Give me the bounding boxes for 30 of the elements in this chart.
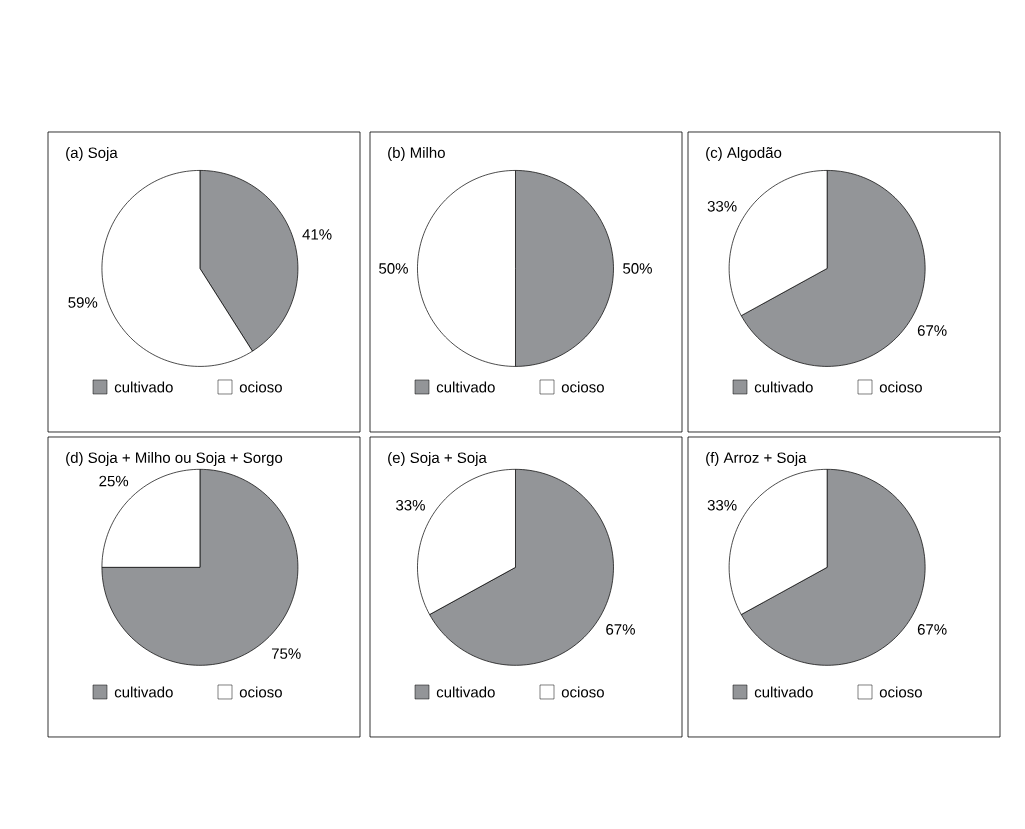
data-label: 25% — [99, 475, 129, 487]
chart-title: (a) Soja — [66, 147, 118, 161]
chart-title: (d) Soja + Milho ou Soja + Sorgo — [66, 451, 283, 466]
legend-label: ocioso — [561, 686, 604, 698]
data-label: 50% — [623, 263, 652, 274]
legend-label: ocioso — [239, 381, 282, 393]
data-label: 33% — [396, 499, 425, 511]
data-label: 67% — [917, 325, 947, 336]
data-label: 67% — [917, 624, 947, 635]
chart-title: (f) Arroz + Soja — [706, 451, 807, 466]
legend-label: cultivado — [436, 381, 495, 393]
data-label: 75% — [271, 648, 301, 659]
chart-title: (c) Algodão — [706, 147, 782, 161]
legend-label: cultivado — [754, 381, 813, 393]
data-label: 59% — [68, 297, 98, 308]
legend-label: ocioso — [879, 686, 922, 698]
data-label: 33% — [707, 499, 737, 511]
data-label: 33% — [707, 201, 737, 212]
data-label: 67% — [606, 624, 635, 635]
legend-label: cultivado — [114, 686, 173, 698]
legend-label: ocioso — [879, 381, 922, 393]
legend-label: cultivado — [114, 381, 173, 393]
legend-label: ocioso — [561, 381, 604, 393]
legend-label: cultivado — [436, 686, 495, 698]
data-label: 41% — [302, 229, 332, 240]
legend-label: ocioso — [239, 686, 282, 698]
chart-title: (b) Milho — [388, 147, 445, 161]
data-label: 50% — [379, 263, 408, 274]
chart-title: (e) Soja + Soja — [388, 451, 487, 466]
legend-label: cultivado — [754, 686, 813, 698]
